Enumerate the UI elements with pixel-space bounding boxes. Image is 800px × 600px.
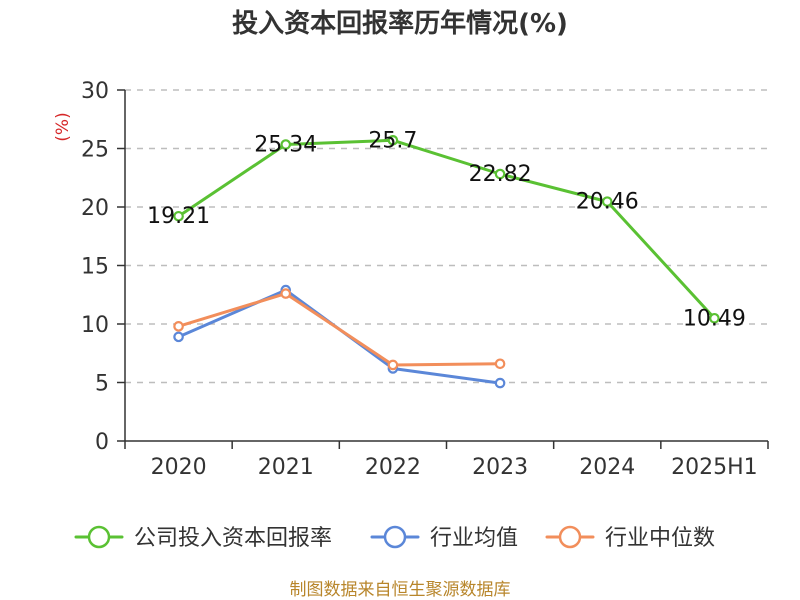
data-labels: 19.21 25.34 25.7 22.82 20.46 10.49 [147, 128, 746, 331]
series-2 [173, 284, 506, 389]
series-1-point-2022 [387, 135, 399, 146]
x-tick-label-2022: 2022 [365, 455, 421, 480]
y-axis-unit: (%) [53, 112, 73, 141]
legend-marker-2 [383, 525, 407, 549]
legend-item-1[interactable]: 公司投入资本回报率 [74, 525, 332, 551]
x-tick-label-2021: 2021 [258, 455, 314, 480]
chart-title: 投入资本回报率历年情况(%) [232, 8, 568, 39]
y-tick-label-25: 25 [81, 138, 109, 163]
y-tick-label-20: 20 [81, 196, 109, 221]
series-1-data-label-2022: 25.7 [368, 128, 417, 153]
y-tick-label-5: 5 [95, 372, 109, 397]
series-3-point-2023 [494, 358, 506, 370]
series-1-point-2024 [601, 196, 613, 207]
series-1-point-2021 [280, 139, 292, 150]
series-3-line [177, 292, 502, 367]
series-3-point-2022 [387, 359, 399, 371]
axes: 0 5 10 15 20 25 30 2020 2021 2022 2023 2024 2025H1 [81, 79, 769, 480]
legend[interactable]: 公司投入资本回报率 行业均值 行业中位数 [74, 525, 715, 551]
series-1-point-2023 [494, 168, 506, 180]
grid-lines [125, 89, 768, 384]
legend-label-3: 行业中位数 [605, 526, 715, 551]
x-tick-label-2025h1: 2025H1 [671, 455, 758, 480]
series-2-point-2023 [494, 377, 506, 389]
source-text: 制图数据来自恒生聚源数据库 [290, 580, 511, 600]
y-tick-label-10: 10 [81, 313, 109, 338]
x-tick-label-2020: 2020 [151, 455, 207, 480]
x-tick-label-2023: 2023 [472, 455, 528, 480]
series-layer [173, 135, 720, 389]
series-3-point-2021 [280, 288, 292, 299]
series-1 [173, 135, 720, 324]
series-1-line [177, 138, 716, 320]
series-3-point-2020 [173, 321, 184, 332]
series-1-data-label-2025h1: 10.49 [683, 306, 746, 331]
series-1-data-label-2023: 22.82 [469, 162, 532, 187]
legend-item-2[interactable]: 行业均值 [370, 525, 518, 551]
y-tick-label-30: 30 [81, 79, 109, 104]
y-tick-label-15: 15 [81, 255, 109, 280]
series-1-point-2020 [173, 210, 184, 222]
legend-label-2: 行业均值 [430, 526, 518, 551]
series-2-point-2020 [173, 331, 184, 343]
series-1-data-label-2021: 25.34 [254, 133, 317, 158]
legend-item-3[interactable]: 行业中位数 [545, 525, 715, 551]
y-tick-label-0: 0 [95, 430, 109, 455]
series-1-data-label-2020: 19.21 [147, 204, 210, 229]
x-tick-label-2024: 2024 [579, 455, 635, 480]
series-1-point-2025h1 [709, 312, 720, 324]
series-1-data-label-2024: 20.46 [576, 190, 639, 215]
series-2-line [177, 288, 502, 385]
legend-label-1: 公司投入资本回报率 [134, 526, 332, 551]
legend-marker-3 [558, 525, 582, 549]
legend-marker-1 [87, 525, 111, 549]
series-3 [173, 288, 506, 371]
